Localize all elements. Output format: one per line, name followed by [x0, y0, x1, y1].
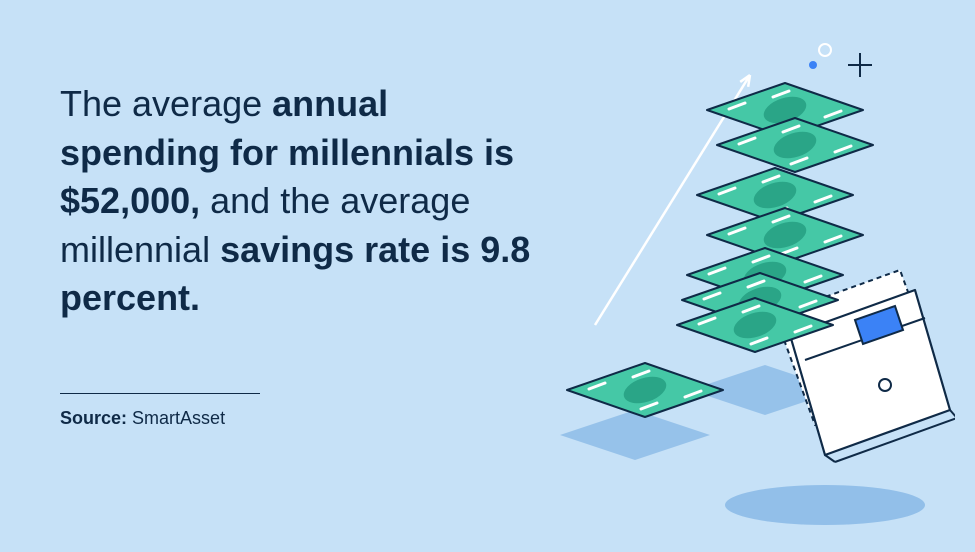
headline-part1: The average: [60, 83, 272, 124]
source-label: Source:: [60, 408, 127, 428]
divider-line: [60, 393, 260, 395]
wallet-illustration: [535, 20, 955, 530]
infographic-card: The average annual spending for millenni…: [0, 0, 975, 552]
headline-text: The average annual spending for millenni…: [60, 80, 540, 323]
source-value: SmartAsset: [132, 408, 225, 428]
